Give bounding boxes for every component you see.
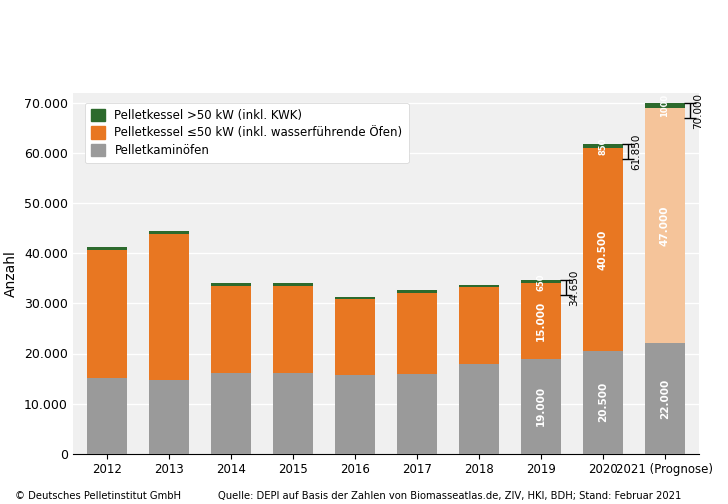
Bar bbox=[397, 293, 437, 373]
Text: Quelle: DEPI auf Basis der Zahlen von Biomasseatlas.de, ZIV, HKI, BDH; Stand: Fe: Quelle: DEPI auf Basis der Zahlen von Bi… bbox=[218, 491, 682, 501]
Bar bbox=[582, 148, 623, 351]
Text: 47.000: 47.000 bbox=[660, 206, 670, 246]
Bar bbox=[210, 372, 251, 454]
Bar bbox=[210, 283, 251, 286]
Text: 850: 850 bbox=[598, 138, 607, 155]
Bar bbox=[459, 285, 499, 287]
Bar bbox=[521, 358, 561, 454]
Bar bbox=[87, 247, 127, 250]
Bar bbox=[459, 363, 499, 454]
Bar bbox=[521, 280, 561, 283]
Bar bbox=[335, 297, 375, 299]
Bar bbox=[521, 283, 561, 358]
Bar bbox=[582, 144, 623, 148]
Text: Zubau von Pelletfeuerungen in Deutschland: Zubau von Pelletfeuerungen in Deutschlan… bbox=[70, 17, 658, 41]
Bar bbox=[644, 344, 685, 454]
Bar bbox=[335, 299, 375, 374]
Bar bbox=[149, 380, 189, 454]
Text: 40.500: 40.500 bbox=[598, 229, 608, 270]
Text: 19.000: 19.000 bbox=[536, 386, 546, 426]
Text: 20.500: 20.500 bbox=[598, 382, 608, 422]
Bar bbox=[644, 108, 685, 344]
Bar bbox=[210, 286, 251, 372]
Bar bbox=[397, 373, 437, 454]
Bar bbox=[644, 103, 685, 108]
Bar bbox=[87, 377, 127, 454]
Legend: Pelletkessel >50 kW (inkl. KWK), Pelletkessel ≤50 kW (inkl. wasserführende Öfen): Pelletkessel >50 kW (inkl. KWK), Pelletk… bbox=[85, 103, 408, 163]
Bar bbox=[149, 231, 189, 234]
Bar bbox=[397, 290, 437, 293]
Bar bbox=[273, 283, 313, 286]
Text: 1000: 1000 bbox=[660, 94, 669, 117]
Text: 22.000: 22.000 bbox=[660, 379, 670, 419]
Text: © Deutsches Pelletinstitut GmbH: © Deutsches Pelletinstitut GmbH bbox=[15, 491, 181, 501]
Bar bbox=[87, 250, 127, 377]
Bar bbox=[459, 287, 499, 363]
Bar bbox=[582, 351, 623, 454]
Text: 15.000: 15.000 bbox=[536, 301, 546, 341]
Text: 650: 650 bbox=[537, 273, 545, 290]
Bar bbox=[149, 234, 189, 380]
Text: 70.000: 70.000 bbox=[694, 93, 703, 129]
Bar bbox=[273, 372, 313, 454]
Bar bbox=[335, 374, 375, 454]
Bar bbox=[273, 286, 313, 372]
Text: 34.650: 34.650 bbox=[569, 270, 579, 306]
Text: 61.850: 61.850 bbox=[632, 134, 641, 170]
Y-axis label: Anzahl: Anzahl bbox=[4, 250, 18, 297]
